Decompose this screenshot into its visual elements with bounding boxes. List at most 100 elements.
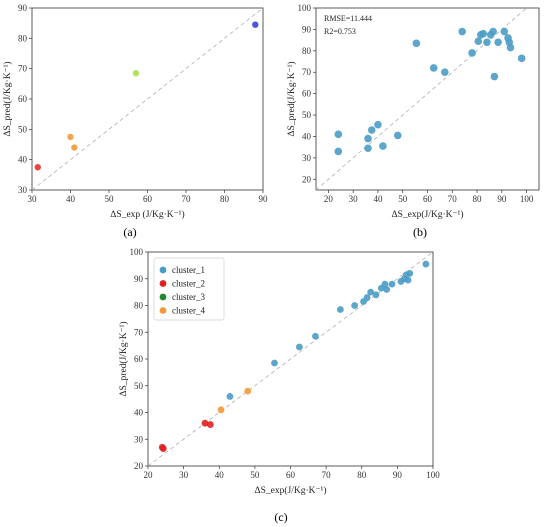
data-point	[468, 49, 476, 57]
y-tick-label: 40	[134, 408, 144, 418]
data-point	[252, 21, 259, 28]
y-tick-label: 50	[302, 110, 312, 120]
y-tick-label: 40	[302, 131, 312, 141]
legend-marker-cluster_1	[159, 266, 167, 274]
x-tick-label: 20	[324, 194, 334, 204]
legend: cluster_1 cluster_2 cluster_3 cluster_4	[153, 257, 225, 321]
data-point	[490, 72, 499, 81]
x-tick-label: 90	[497, 194, 507, 204]
x-tick-label: 50	[250, 470, 260, 480]
x-tick-label: 60	[423, 194, 433, 204]
data-point	[458, 27, 466, 36]
legend-marker-cluster_2	[159, 280, 167, 287]
x-tick-label: 40	[373, 194, 383, 204]
y-axis-label: ΔS_pred(J/Kg·K⁻¹)	[2, 61, 13, 136]
data-point-cluster_1	[422, 260, 430, 268]
panel-label: (c)	[274, 510, 287, 524]
data-point	[494, 38, 502, 47]
chart-panel-b: 20 30 40 50 60 70 80 90 100 20 30 40 50 60 70 80 90 100 ΔS…	[286, 3, 540, 239]
y-tick-label: 80	[134, 301, 144, 311]
data-point	[132, 70, 140, 77]
legend-label: cluster_1	[172, 265, 205, 275]
y-tick-label: 90	[134, 274, 144, 284]
x-tick-label: 70	[182, 194, 192, 204]
y-tick-label: 100	[298, 3, 312, 13]
y-tick-label: 20	[134, 461, 144, 471]
data-point-cluster_1	[226, 393, 234, 400]
panel-label: (a)	[123, 225, 136, 239]
x-tick-label: 90	[259, 194, 269, 204]
data-point-cluster_1	[351, 302, 359, 309]
y-tick-label: 80	[18, 33, 28, 43]
data-point	[334, 130, 343, 139]
data-point	[67, 133, 74, 141]
y-tick-label: 90	[302, 24, 312, 34]
y-tick-label: 70	[134, 327, 144, 337]
metric-annotation: R2=0.753	[324, 27, 356, 36]
data-point-cluster_4	[244, 387, 252, 395]
y-tick-label: 80	[302, 46, 312, 56]
data-point	[364, 134, 372, 143]
data-point-cluster_4	[217, 406, 225, 414]
data-point	[71, 144, 78, 151]
y-tick-label: 100	[130, 247, 144, 257]
panel-label: (b)	[413, 225, 427, 239]
y-tick-label: 50	[134, 381, 144, 391]
legend-label: cluster_4	[172, 306, 205, 316]
data-point	[379, 142, 387, 150]
data-point	[483, 38, 491, 47]
data-point	[474, 37, 483, 45]
x-tick-label: 80	[220, 194, 230, 204]
y-tick-label: 30	[302, 153, 312, 163]
legend-marker-cluster_4	[159, 307, 167, 314]
x-axis-label: ΔS_exp(J/Kg·K⁻¹)	[254, 485, 326, 496]
x-tick-label: 30	[179, 470, 189, 480]
x-tick-label: 70	[448, 194, 458, 204]
data-point-cluster_1	[406, 270, 414, 277]
metric-annotation: RMSE=11.444	[324, 14, 372, 23]
y-tick-label: 60	[134, 354, 144, 364]
y-tick-label: 90	[18, 3, 28, 13]
data-point-cluster_1	[336, 306, 344, 313]
data-point-cluster_1	[381, 280, 389, 288]
x-tick-label: 90	[393, 470, 403, 480]
data-point	[479, 29, 488, 38]
y-tick-label: 60	[18, 94, 28, 104]
x-tick-label: 50	[398, 194, 408, 204]
data-point-cluster_2	[206, 421, 214, 428]
x-tick-label: 50	[105, 194, 115, 204]
legend-label: cluster_2	[172, 279, 205, 289]
data-point-cluster_1	[383, 286, 391, 293]
x-tick-label: 20	[144, 470, 154, 480]
y-tick-label: 60	[302, 89, 312, 99]
y-tick-label: 70	[302, 67, 312, 77]
data-point-cluster_1	[372, 291, 380, 299]
data-point-cluster_2	[159, 445, 167, 453]
data-point	[34, 164, 41, 171]
y-axis-label: ΔS_pred(J/Kg·K⁻¹)	[118, 321, 129, 396]
x-tick-label: 100	[426, 470, 440, 480]
x-tick-label: 70	[322, 470, 332, 480]
data-point	[500, 27, 509, 36]
data-point-cluster_1	[296, 343, 303, 351]
chart-panel-a: 30 40 50 60 70 80 90 30 40 50 60 70 80 90 ΔS_exp (J/Kg…	[2, 3, 268, 239]
data-point	[489, 27, 497, 36]
y-tick-label: 30	[134, 434, 144, 444]
data-point-cluster_1	[271, 359, 278, 367]
data-point	[412, 39, 421, 48]
x-tick-label: 80	[357, 470, 367, 480]
x-tick-label: 30	[28, 194, 38, 204]
data-point-cluster_1	[363, 294, 371, 301]
x-tick-label: 40	[66, 194, 76, 204]
y-tick-label: 30	[18, 185, 28, 195]
data-point-cluster_1	[388, 280, 396, 288]
data-point	[517, 54, 526, 63]
data-point	[374, 120, 382, 129]
y-tick-label: 50	[18, 124, 28, 134]
y-axis-label: ΔS_pred(J/Kg·K⁻¹)	[286, 61, 297, 136]
y-tick-label: 20	[302, 174, 312, 184]
diagonal-reference-line	[31, 7, 264, 191]
chart-panel-c: 20 30 40 50 60 70 80 90 100 20 30 40 50 60 70 80 90 100 ΔS…	[118, 247, 440, 524]
data-point	[367, 126, 376, 134]
